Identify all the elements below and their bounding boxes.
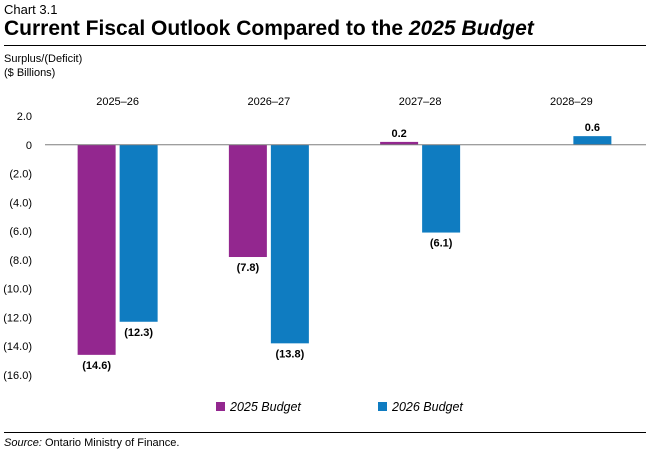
source-text: Ontario Ministry of Finance.: [41, 437, 180, 449]
bar: [119, 144, 158, 322]
footer-rule: [4, 432, 646, 433]
data-label: (13.8): [276, 348, 305, 360]
y-tick-label: (8.0): [9, 255, 32, 267]
y-tick-label: (16.0): [3, 370, 32, 382]
bar: [573, 136, 612, 145]
data-label: 0.2: [391, 128, 406, 140]
bar: [228, 144, 267, 258]
ylabel-line-1: Surplus/(Deficit): [4, 53, 82, 65]
y-tick-label: 2.0: [17, 111, 32, 123]
legend-label: 2025 Budget: [229, 400, 301, 414]
data-label: (12.3): [124, 327, 153, 339]
data-labels: (14.6) (12.3) (7.8) (13.8) 0.2 (6.1) 0.6: [82, 122, 600, 372]
y-tick-label: 0: [26, 140, 32, 152]
data-label: (6.1): [430, 238, 453, 250]
y-tick-label: (10.0): [3, 284, 32, 296]
category-label: 2025–26: [96, 96, 139, 108]
bar-chart: Surplus/(Deficit) ($ Billions) 2.0 0 (2.0)…: [3, 53, 646, 414]
chart-title-italic: 2025 Budget: [408, 17, 534, 40]
y-axis: 2.0 0 (2.0) (4.0) (6.0) (8.0) (10.0) (12.0) (14.…: [3, 111, 32, 382]
category-labels: 2025–26 2026–27 2027–28 2028–29: [96, 96, 593, 108]
legend: 2025 Budget 2026 Budget: [216, 400, 463, 414]
category-label: 2027–28: [399, 96, 442, 108]
data-label: (14.6): [82, 360, 111, 372]
category-label: 2028–29: [550, 96, 593, 108]
legend-swatch: [216, 402, 225, 411]
bar: [380, 141, 419, 145]
bar: [422, 144, 461, 233]
y-tick-label: (12.0): [3, 312, 32, 324]
title-rule: [4, 45, 646, 46]
legend-swatch: [378, 402, 387, 411]
chart-title: Current Fiscal Outlook Compared to the 2…: [4, 17, 534, 41]
chart-title-plain: Current Fiscal Outlook Compared to the: [4, 17, 409, 40]
y-tick-label: (4.0): [9, 197, 32, 209]
chart-number: Chart 3.1: [4, 2, 58, 17]
y-tick-label: (6.0): [9, 226, 32, 238]
source-note: Source: Ontario Ministry of Finance.: [4, 437, 179, 449]
bars: [77, 136, 612, 355]
category-label: 2026–27: [247, 96, 290, 108]
y-tick-label: (2.0): [9, 169, 32, 181]
source-label: Source:: [4, 437, 42, 449]
bar: [77, 144, 116, 355]
bar: [270, 144, 309, 344]
legend-label: 2026 Budget: [391, 400, 463, 414]
ylabel-line-2: ($ Billions): [4, 67, 55, 79]
data-label: (7.8): [237, 262, 260, 274]
y-tick-label: (14.0): [3, 341, 32, 353]
data-label: 0.6: [585, 122, 600, 134]
